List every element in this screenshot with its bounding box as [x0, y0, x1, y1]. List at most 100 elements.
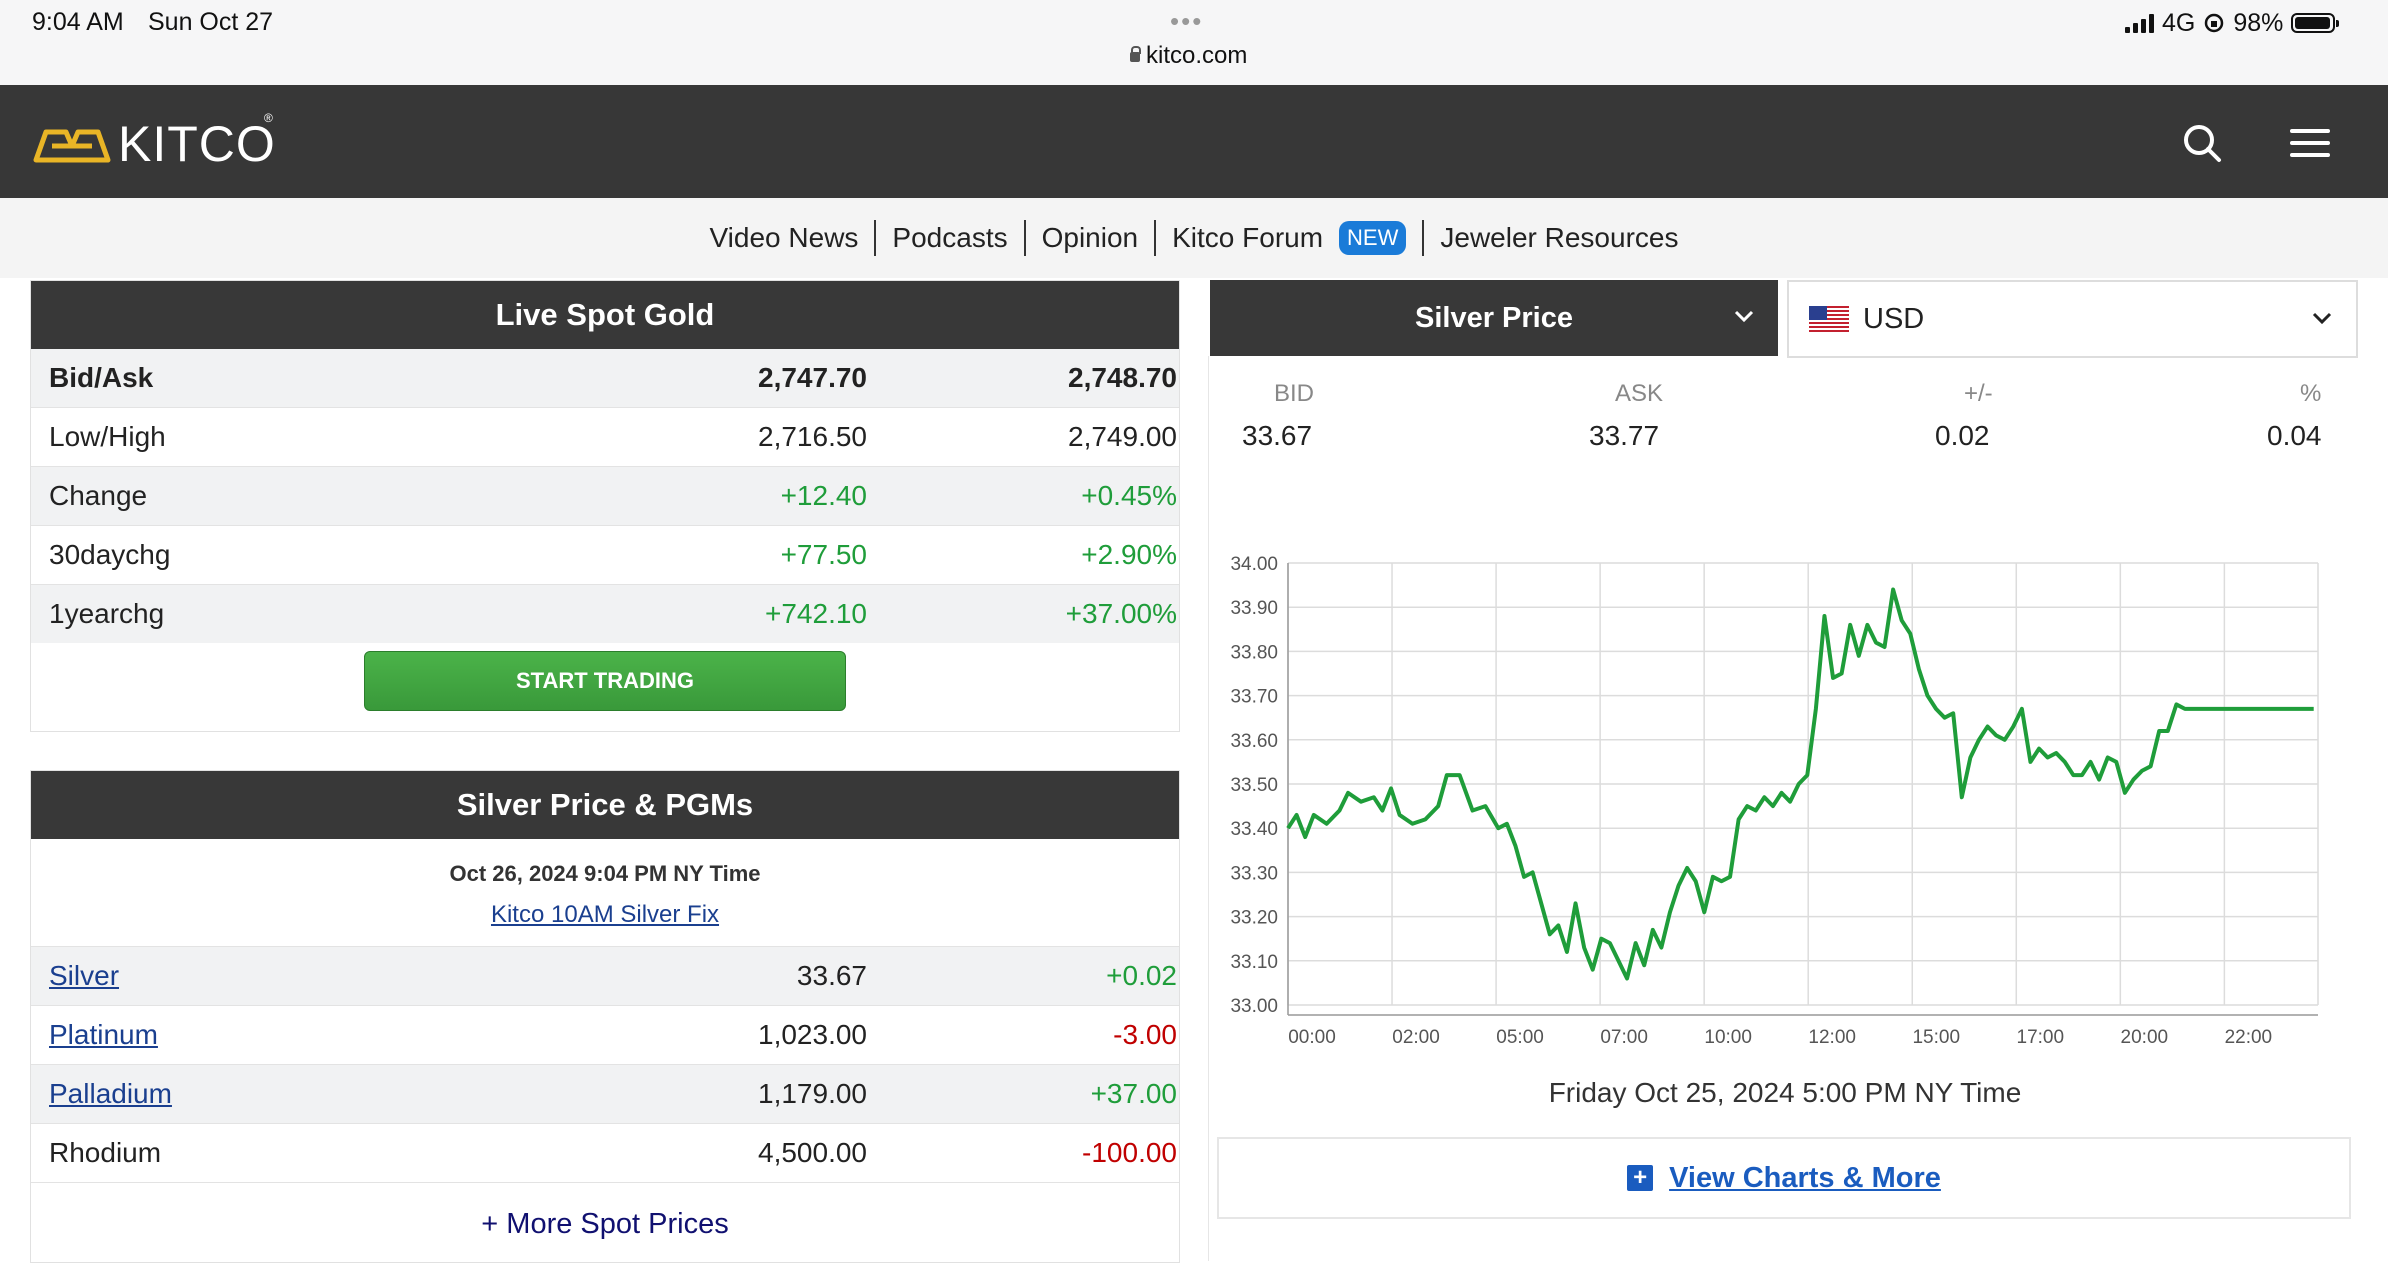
gold-table: Bid/Ask 2,747.70 2,748.70 Low/High 2,716…	[31, 349, 1179, 643]
x-tick-label: 02:00	[1392, 1027, 1440, 1048]
chart-timestamp: Friday Oct 25, 2024 5:00 PM NY Time	[1548, 1077, 2022, 1108]
row-value-1: 2,716.50	[758, 421, 867, 452]
silver-price-line	[1286, 587, 2314, 981]
x-tick-label: 12:00	[1808, 1027, 1856, 1048]
y-tick-label: 33.50	[1230, 775, 1278, 796]
table-row: Palladium 1,179.00 +37.00	[31, 1065, 1179, 1124]
silver-fix-link[interactable]: Kitco 10AM Silver Fix	[490, 901, 720, 928]
table-row: Rhodium 4,500.00 -100.00	[31, 1124, 1179, 1183]
metal-price: 4,500.00	[758, 1137, 867, 1168]
x-tick-label: 05:00	[1496, 1027, 1544, 1048]
y-tick-label: 33.30	[1230, 863, 1278, 884]
table-row: Low/High 2,716.50 2,749.00	[31, 408, 1179, 467]
metal-change: -3.00	[1113, 1019, 1177, 1050]
row-value-2: +2.90%	[1081, 539, 1177, 570]
ask-value: 33.77	[1589, 420, 1660, 451]
nav-jeweler-resources[interactable]: Jeweler Resources	[1440, 222, 1679, 253]
gold-bars-icon	[33, 129, 111, 163]
start-trading-button[interactable]: START TRADING	[364, 651, 846, 711]
row-value-2: 2,749.00	[1068, 421, 1177, 452]
nav-opinion[interactable]: Opinion	[1026, 220, 1157, 256]
status-date: Sun Oct 27	[148, 8, 274, 36]
silver-pgms-panel: Silver Price & PGMs Oct 26, 2024 9:04 PM…	[30, 770, 1180, 1263]
y-tick-label: 33.60	[1230, 731, 1278, 752]
panel-title: Live Spot Gold	[31, 281, 1179, 349]
signal-icon	[2125, 13, 2154, 33]
table-row: 1yearchg +742.10 +37.00%	[31, 585, 1179, 643]
row-label: Bid/Ask	[49, 362, 154, 393]
table-row: Change +12.40 +0.45%	[31, 467, 1179, 526]
y-tick-label: 33.80	[1230, 642, 1278, 663]
row-value-2: 2,748.70	[1068, 362, 1177, 393]
chevron-down-icon	[1734, 310, 1754, 323]
bid-value: 33.67	[1242, 420, 1313, 451]
table-row: Bid/Ask 2,747.70 2,748.70	[31, 349, 1179, 408]
metal-select[interactable]: Silver Price	[1210, 280, 1778, 356]
metal-change: +37.00	[1090, 1078, 1177, 1109]
x-tick-label: 15:00	[1912, 1027, 1960, 1048]
pct-header: %	[2300, 380, 2322, 407]
x-tick-label: 10:00	[1704, 1027, 1752, 1048]
table-row: Platinum 1,023.00 -3.00	[31, 1006, 1179, 1065]
registered-mark: ®	[264, 111, 273, 125]
view-charts-label: View Charts & More	[1669, 1161, 1941, 1194]
x-tick-label: 20:00	[2121, 1027, 2169, 1048]
site-header: KITCO ®	[0, 85, 2388, 198]
kitco-logo[interactable]: KITCO ®	[32, 111, 276, 173]
nav-video-news[interactable]: Video News	[694, 220, 877, 256]
pct-value: 0.04	[2267, 420, 2322, 451]
ask-header: ASK	[1615, 380, 1664, 407]
plus-icon: +	[1627, 1165, 1654, 1191]
nav-kitco-forum[interactable]: Kitco Forum NEW	[1156, 220, 1425, 256]
row-value-2: +37.00%	[1065, 598, 1177, 629]
panel-title: Silver Price & PGMs	[31, 771, 1179, 839]
status-bar: 9:04 AM Sun Oct 27 ••• kitco.com 4G 98%	[0, 0, 2388, 85]
live-spot-gold-panel: Live Spot Gold Bid/Ask 2,747.70 2,748.70…	[30, 280, 1180, 732]
metal-link-silver[interactable]: Silver	[49, 960, 120, 991]
metal-price: 1,179.00	[758, 1078, 867, 1109]
metal-change: +0.02	[1106, 960, 1177, 991]
status-indicators: 4G 98%	[2125, 8, 2340, 38]
x-tick-label: 22:00	[2225, 1027, 2273, 1048]
more-spot-prices-link[interactable]: + More Spot Prices	[481, 1207, 729, 1240]
row-label: 30daychg	[49, 539, 171, 570]
metal-price: 33.67	[796, 960, 867, 991]
nav-podcasts[interactable]: Podcasts	[876, 220, 1026, 256]
change-header: +/-	[1964, 380, 1993, 407]
nav-kitco-forum-label: Kitco Forum	[1172, 222, 1324, 253]
y-tick-label: 34.00	[1230, 554, 1278, 575]
y-tick-label: 33.00	[1230, 996, 1278, 1017]
row-value-1: 2,747.70	[758, 362, 867, 393]
bid-header: BID	[1274, 380, 1315, 407]
search-icon[interactable]	[2182, 123, 2222, 163]
silver-price-chart: 34.00 33.90 33.80 33.70 33.60 33.50 33.40 33.30…	[1230, 554, 2319, 1048]
silver-timestamp: Oct 26, 2024 9:04 PM NY Time	[449, 861, 761, 886]
us-flag-icon	[1809, 306, 1849, 332]
x-tick-label: 00:00	[1288, 1027, 1336, 1048]
silver-meta: Oct 26, 2024 9:04 PM NY Time Kitco 10AM …	[31, 839, 1179, 947]
metal-link-palladium[interactable]: Palladium	[49, 1078, 172, 1109]
y-tick-label: 33.90	[1230, 598, 1278, 619]
address-bar[interactable]: kitco.com	[1130, 42, 1260, 70]
row-value-1: +742.10	[765, 598, 867, 629]
more-dots-icon[interactable]: •••	[1170, 6, 1204, 36]
lock-icon	[1130, 46, 1141, 62]
y-tick-label: 33.70	[1230, 687, 1278, 708]
row-label: Change	[49, 480, 148, 511]
metal-label-rhodium: Rhodium	[49, 1137, 162, 1168]
view-charts-button[interactable]: + View Charts & More	[1217, 1137, 2351, 1219]
row-label: 1yearchg	[49, 598, 165, 629]
hamburger-menu-icon[interactable]	[2290, 127, 2330, 159]
metal-change: -100.00	[1082, 1137, 1177, 1168]
x-tick-label: 07:00	[1600, 1027, 1648, 1048]
row-value-1: +77.50	[780, 539, 867, 570]
metal-price: 1,023.00	[758, 1019, 867, 1050]
row-value-1: +12.40	[780, 480, 867, 511]
chevron-down-icon	[2312, 312, 2332, 325]
network-type: 4G	[2162, 8, 2196, 37]
currency-select[interactable]: USD	[1787, 280, 2358, 358]
currency-select-value: USD	[1863, 302, 1925, 335]
url-text: kitco.com	[1146, 42, 1248, 69]
status-time: 9:04 AM	[32, 8, 124, 36]
metal-link-platinum[interactable]: Platinum	[49, 1019, 158, 1050]
